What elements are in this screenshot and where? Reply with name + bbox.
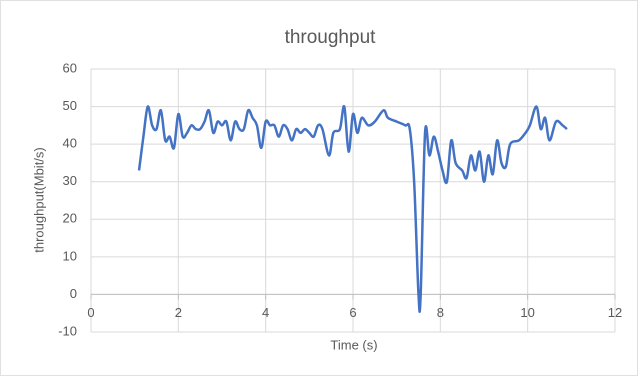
y-tick-label: 30	[63, 173, 77, 188]
chart-title: throughput	[285, 27, 377, 48]
x-tick-label: 2	[175, 305, 182, 320]
y-tick-label: 10	[63, 248, 77, 263]
y-tick-label: 60	[63, 60, 77, 75]
x-tick-label: 0	[87, 305, 94, 320]
x-tick-label: 12	[608, 305, 622, 320]
y-tick-label: 40	[63, 136, 77, 151]
y-axis-label: throughput(Mbit/s)	[31, 147, 46, 253]
data-line	[137, 105, 568, 313]
y-tick-label: 50	[63, 98, 77, 113]
x-tick-label: 10	[520, 305, 534, 320]
x-axis-label: Time (s)	[330, 337, 377, 352]
x-tick-label: 6	[349, 305, 356, 320]
y-tick-label: -10	[58, 323, 77, 338]
y-tick-label: 20	[63, 211, 77, 226]
y-tick-label: 0	[70, 286, 77, 301]
x-tick-label: 8	[437, 305, 444, 320]
x-tick-label: 4	[262, 305, 269, 320]
